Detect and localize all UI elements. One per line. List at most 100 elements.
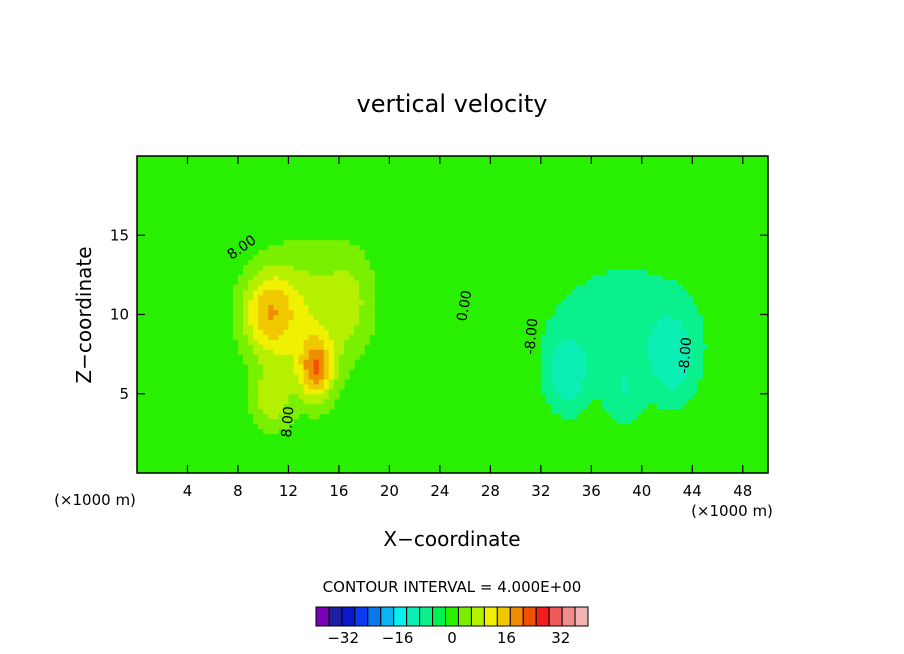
field-cell [611,289,618,296]
field-cell [636,393,643,400]
field-cell [328,398,335,405]
field-cell [283,319,290,325]
field-cell [364,314,370,321]
field-cell [273,378,279,385]
field-cell [661,373,668,380]
field-cell [677,324,683,330]
field-cell [621,339,628,345]
field-cell [343,269,350,276]
field-cell [273,364,279,370]
field-cell [273,260,279,266]
field-cell [298,269,305,276]
field-cell [318,388,325,395]
field-cell [596,324,603,330]
field-cell [333,334,340,340]
field-cell [591,279,597,286]
field-cell [258,324,264,330]
field-cell [248,354,254,360]
field-cell [626,289,633,296]
field-cell [667,329,673,335]
field-cell [328,339,335,345]
field-cell [343,255,350,261]
field-cell [626,304,633,311]
field-cell [283,250,290,256]
field-cell [601,274,608,281]
field-cell [646,383,653,390]
field-cell [667,383,673,390]
field-cell [333,309,340,316]
field-cell [283,354,290,360]
field-cell [273,324,279,330]
field-cell [283,314,290,321]
field-cell [621,359,628,365]
field-cell [253,264,259,271]
field-cell [606,334,613,340]
field-cell [540,334,547,340]
field-cell [303,299,310,306]
field-cell [545,339,552,345]
field-cell [586,334,592,340]
field-cell [349,284,355,291]
contour-field [232,240,709,434]
colorbar-swatch [470,606,485,627]
field-cell [359,289,365,296]
field-cell [561,393,567,400]
field-cell [298,329,305,335]
field-cell [298,289,305,296]
field-cell [591,354,597,360]
field-cell [288,398,295,405]
field-cell [601,319,608,325]
field-cell [606,299,613,306]
field-cell [263,423,269,430]
field-cell [349,304,355,311]
field-cell [641,309,648,316]
field-cell [268,279,274,286]
field-cell [641,364,648,370]
field-cell [606,339,613,345]
field-cell [631,354,638,360]
field-cell [263,388,269,395]
field-cell [313,255,320,261]
field-cell [268,368,274,375]
field-cell [237,349,244,355]
field-cell [253,309,259,316]
field-cell [646,329,653,335]
field-cell [253,304,259,311]
field-cell [318,373,325,380]
field-cell [661,304,668,311]
field-cell [283,339,290,345]
field-cell [278,294,284,301]
field-cell [288,269,295,276]
field-cell [596,309,603,316]
field-cell [646,309,653,316]
field-cell [581,309,587,316]
field-cell [687,393,693,400]
field-cell [576,393,582,400]
field-cell [308,388,315,395]
field-cell [263,383,269,390]
field-cell [273,354,279,360]
field-cell [268,403,274,410]
field-cell [313,373,320,380]
field-cell [263,319,269,325]
field-cell [621,388,628,395]
field-cell [248,373,254,380]
field-cell [243,359,249,365]
field-cell [631,289,638,296]
field-cell [237,344,244,350]
field-cell [631,319,638,325]
field-cell [308,334,315,340]
field-cell [697,314,703,321]
field-cell [586,324,592,330]
field-cell [263,279,269,286]
field-cell [656,339,663,345]
field-cell [278,264,284,271]
field-cell [606,349,613,355]
field-cell [626,324,633,330]
field-cell [258,339,264,345]
colorbar-swatch [380,606,395,627]
contour-label: 0.00 [454,289,475,322]
field-cell [661,368,668,375]
field-cell [540,383,547,390]
field-cell [646,349,653,355]
